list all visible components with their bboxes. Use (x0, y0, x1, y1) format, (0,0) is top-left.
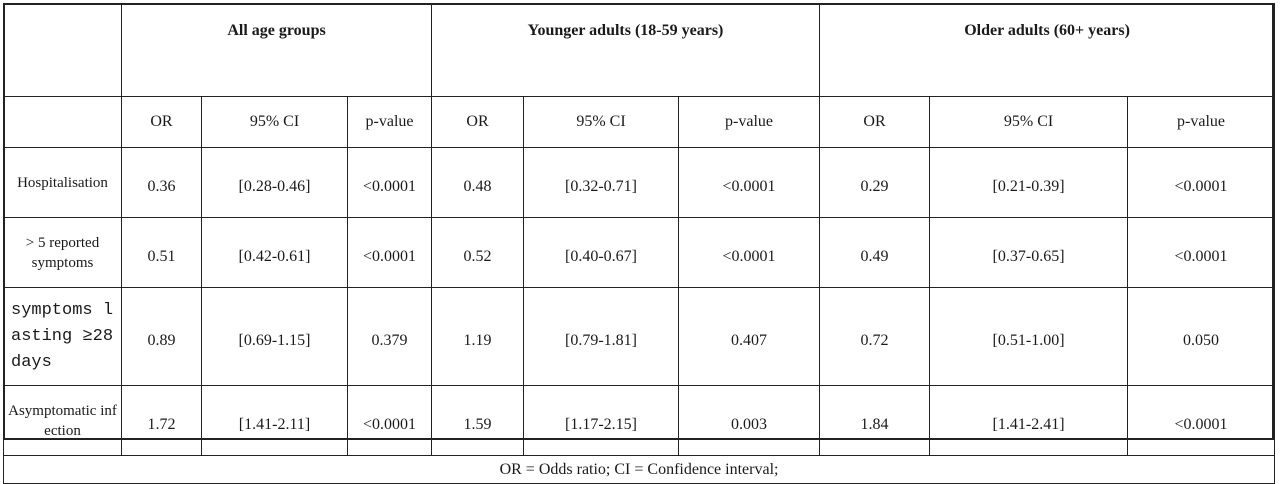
table-cell: [0.37-0.65] (929, 217, 1129, 288)
table-cell: 1.72 (121, 385, 202, 456)
footnote-row: OR = Odds ratio; CI = Confidence interva… (2, 455, 1276, 484)
table-cell: 0.49 (819, 217, 931, 288)
table-cell: 0.36 (121, 147, 202, 218)
row-label: Asymptomatic infection (3, 385, 122, 456)
table-row: > 5 reported symptoms 0.51 [0.42-0.61] <… (3, 217, 1276, 288)
subheader-ci: 95% CI (523, 96, 680, 148)
table-cell: [0.42-0.61] (201, 217, 348, 288)
subheader-blank (3, 96, 122, 148)
subheader-ci: 95% CI (929, 96, 1129, 148)
group-header-older: Older adults (60+ years) (819, 3, 1276, 97)
table-cell: [0.79-1.81] (523, 287, 680, 386)
table-cell: 0.52 (431, 217, 525, 288)
table-cell: 1.59 (431, 385, 525, 456)
table-cell: [0.28-0.46] (201, 147, 348, 218)
table-cell: 0.379 (346, 287, 433, 386)
row-label: symptoms lasting ≥28 days (3, 287, 122, 386)
table-cell: 0.050 (1127, 287, 1276, 386)
group-header-row: All age groups Younger adults (18-59 yea… (3, 3, 1276, 97)
group-header-younger: Younger adults (18-59 years) (431, 3, 821, 97)
table-cell: 0.89 (121, 287, 202, 386)
table-cell: [0.32-0.71] (523, 147, 680, 218)
table-row: Asymptomatic infection 1.72 [1.41-2.11] … (3, 385, 1276, 456)
table-cell: [1.41-2.11] (201, 385, 348, 456)
table-cell: [0.69-1.15] (201, 287, 348, 386)
subheader-row: OR 95% CI p-value OR 95% CI p-value OR 9… (3, 96, 1276, 148)
corner-cell (3, 3, 122, 97)
subheader-p: p-value (346, 96, 433, 148)
table-cell: 0.51 (121, 217, 202, 288)
table-cell: [0.51-1.00] (929, 287, 1129, 386)
subheader-or: OR (121, 96, 202, 148)
table-cell: <0.0001 (1127, 385, 1276, 456)
table-row: symptoms lasting ≥28 days 0.89 [0.69-1.1… (3, 287, 1276, 386)
row-label: Hospitalisation (3, 147, 122, 218)
table-cell: <0.0001 (678, 217, 821, 288)
table-cell: 0.407 (678, 287, 821, 386)
table-cell: <0.0001 (346, 147, 433, 218)
subheader-p: p-value (678, 96, 821, 148)
table-cell: 0.29 (819, 147, 931, 218)
table-cell: [1.17-2.15] (523, 385, 680, 456)
group-header-all: All age groups (120, 3, 433, 97)
table-footnote: OR = Odds ratio; CI = Confidence interva… (2, 455, 1276, 484)
table-cell: [0.40-0.67] (523, 217, 680, 288)
table-cell: 1.84 (819, 385, 931, 456)
table-cell: [1.41-2.41] (929, 385, 1129, 456)
table-cell: 0.003 (678, 385, 821, 456)
row-label: > 5 reported symptoms (3, 217, 122, 288)
table-cell: <0.0001 (678, 147, 821, 218)
table-cell: 0.48 (431, 147, 525, 218)
table-cell: <0.0001 (1127, 217, 1276, 288)
table-cell: <0.0001 (346, 217, 433, 288)
table-cell: <0.0001 (346, 385, 433, 456)
table-cell: 1.19 (431, 287, 525, 386)
subheader-or: OR (819, 96, 931, 148)
table-cell: [0.21-0.39] (929, 147, 1129, 218)
table-cell: 0.72 (819, 287, 931, 386)
subheader-ci: 95% CI (201, 96, 348, 148)
subheader-p: p-value (1127, 96, 1276, 148)
odds-ratio-table: All age groups Younger adults (18-59 yea… (2, 3, 1276, 484)
subheader-or: OR (431, 96, 525, 148)
table-row: Hospitalisation 0.36 [0.28-0.46] <0.0001… (3, 147, 1276, 218)
table-cell: <0.0001 (1127, 147, 1276, 218)
